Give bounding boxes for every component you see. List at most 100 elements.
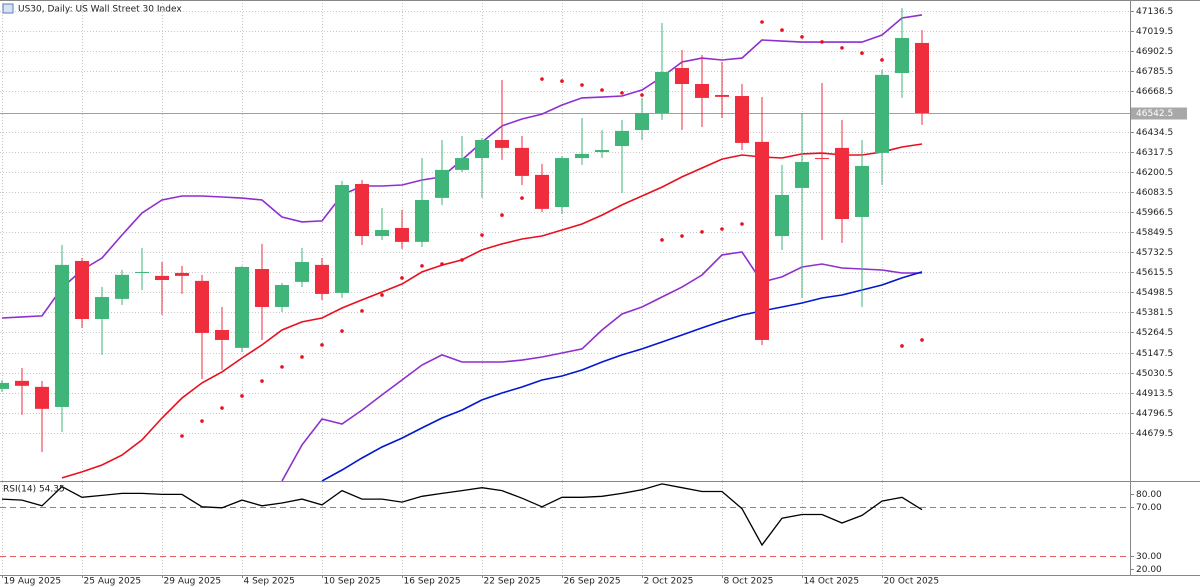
candle-body	[715, 94, 729, 97]
chart-title: US30, Daily: US Wall Street 30 Index	[18, 5, 182, 15]
candle-body	[675, 68, 689, 85]
sar-dot	[640, 93, 644, 97]
sar-dot	[200, 419, 204, 423]
candle-body	[815, 158, 829, 160]
sar-dot	[700, 230, 704, 234]
sar-dot	[840, 46, 844, 50]
y-tick-label: 45147.5	[1136, 349, 1173, 359]
y-tick-label: 45966.5	[1136, 208, 1173, 218]
x-tick-label: 14 Oct 2025	[804, 577, 860, 587]
candle-body	[435, 169, 449, 198]
y-tick-label: 46785.5	[1136, 67, 1173, 77]
y-tick-label: 46434.5	[1136, 128, 1173, 138]
sar-dot	[240, 394, 244, 398]
candle-body	[455, 158, 469, 170]
sar-dot	[880, 58, 884, 62]
candle-body	[515, 147, 529, 176]
sar-dot	[400, 276, 404, 280]
sar-dot	[320, 343, 324, 347]
candle-body	[275, 284, 289, 307]
x-tick-label: 29 Aug 2025	[164, 577, 222, 587]
sar-dot	[720, 227, 724, 231]
x-tick-label: 4 Sep 2025	[244, 577, 295, 587]
candle-body	[335, 185, 349, 293]
x-tick-label: 2 Oct 2025	[644, 577, 694, 587]
rsi-panel	[0, 483, 1130, 557]
candle-body	[75, 260, 89, 320]
indicator-line	[61, 143, 923, 479]
sar-dot	[260, 379, 264, 383]
y-tick-label: 46083.5	[1136, 188, 1173, 198]
sar-dot	[180, 434, 184, 438]
sar-dot	[420, 264, 424, 268]
sar-dot	[460, 258, 464, 262]
sar-dot	[660, 238, 664, 242]
y-tick-label: 45849.5	[1136, 228, 1173, 238]
candle-body	[495, 140, 509, 148]
candle-body	[215, 330, 229, 340]
sar-dot	[860, 51, 864, 55]
sar-dot	[900, 344, 904, 348]
sar-dot	[520, 196, 524, 200]
candle-body	[295, 261, 309, 282]
price-panel	[0, 8, 1130, 481]
candle-body	[175, 272, 189, 276]
sar-dot	[540, 77, 544, 81]
y-tick-label: 44796.5	[1136, 409, 1173, 419]
candle-body	[0, 382, 9, 389]
candle-body	[635, 113, 649, 131]
sar-dot	[440, 262, 444, 266]
candle-body	[855, 165, 869, 217]
sar-dot	[220, 406, 224, 410]
sar-dot	[920, 338, 924, 342]
indicator-line	[281, 251, 922, 481]
sar-dot	[300, 355, 304, 359]
y-tick-label: 46200.5	[1136, 168, 1173, 178]
rsi-tick-label: 80.00	[1136, 490, 1162, 500]
sar-dot	[280, 365, 284, 369]
candle-body	[355, 183, 369, 237]
candle-body	[415, 199, 429, 242]
y-tick-label: 45615.5	[1136, 268, 1173, 278]
y-tick-label: 46902.5	[1136, 47, 1173, 57]
rsi-label: RSI(14) 54.35	[3, 485, 65, 495]
candle-body	[475, 140, 489, 159]
candle-body	[195, 280, 209, 333]
candle-body	[795, 161, 809, 188]
candle-body	[15, 380, 29, 386]
x-tick-label: 26 Sep 2025	[564, 577, 621, 587]
candle-body	[655, 71, 669, 114]
sar-dot	[740, 222, 744, 226]
y-tick-label: 47019.5	[1136, 27, 1173, 37]
x-tick-label: 22 Sep 2025	[484, 577, 541, 587]
candle-body	[735, 96, 749, 143]
candle-body	[235, 266, 249, 348]
sar-dot	[680, 234, 684, 238]
symbol-icon	[2, 3, 14, 14]
y-tick-label: 44913.5	[1136, 389, 1173, 399]
candle-body	[255, 269, 269, 307]
sar-dot	[760, 20, 764, 24]
candle-body	[595, 149, 609, 153]
candle-body	[695, 84, 709, 98]
rsi-line	[1, 483, 923, 547]
y-tick-label: 45030.5	[1136, 369, 1173, 379]
candle-body	[115, 274, 129, 299]
candle-body	[775, 194, 789, 237]
rsi-tick-label: 20.00	[1136, 565, 1162, 575]
candle-body	[375, 230, 389, 237]
sar-dot	[480, 233, 484, 237]
current-price-box	[1131, 107, 1187, 120]
y-tick-label: 45381.5	[1136, 308, 1173, 318]
candle-body	[575, 153, 589, 159]
current-price-label: 46542.5	[1136, 109, 1173, 119]
y-tick-label: 47136.5	[1136, 7, 1173, 17]
sar-dot	[800, 35, 804, 39]
candle-body	[95, 297, 109, 320]
x-tick-label: 19 Aug 2025	[4, 577, 62, 587]
candle-body	[755, 141, 769, 340]
candle-body	[395, 227, 409, 242]
